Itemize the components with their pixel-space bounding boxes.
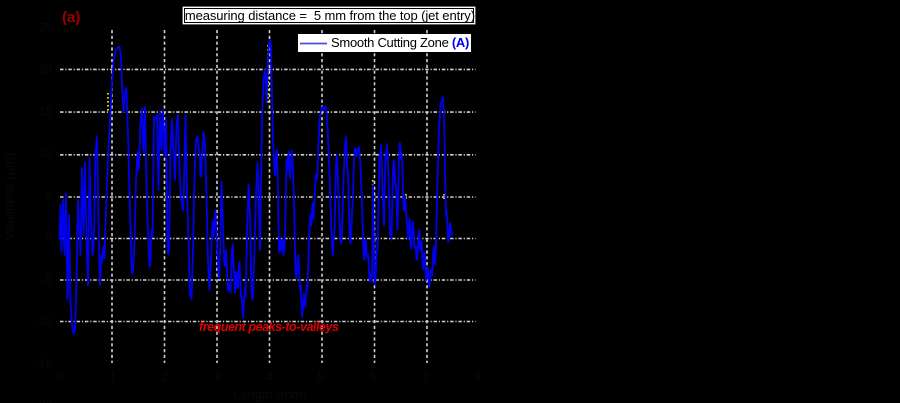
svg-text:1: 1	[109, 370, 116, 384]
svg-text:-15: -15	[35, 357, 53, 371]
svg-text:10: 10	[39, 147, 53, 161]
svg-text:-20: -20	[35, 399, 53, 403]
svg-text:2: 2	[161, 370, 168, 384]
svg-text:8: 8	[474, 370, 481, 384]
svg-text:15: 15	[39, 105, 53, 119]
svg-text:5: 5	[45, 189, 52, 203]
svg-text:-5: -5	[41, 273, 52, 287]
svg-text:0: 0	[57, 370, 64, 384]
svg-text:-10: -10	[35, 315, 53, 329]
svg-text:6: 6	[370, 370, 377, 384]
svg-text:20: 20	[39, 63, 53, 77]
svg-text:25: 25	[39, 21, 53, 35]
svg-text:3: 3	[214, 370, 221, 384]
svg-text:0: 0	[45, 231, 52, 245]
svg-text:7: 7	[422, 370, 429, 384]
svg-text:Waviness (µm): Waviness (µm)	[2, 153, 17, 239]
svg-text:4: 4	[266, 370, 273, 384]
svg-text:Length (mm): Length (mm)	[233, 387, 307, 402]
svg-text:5: 5	[318, 370, 325, 384]
